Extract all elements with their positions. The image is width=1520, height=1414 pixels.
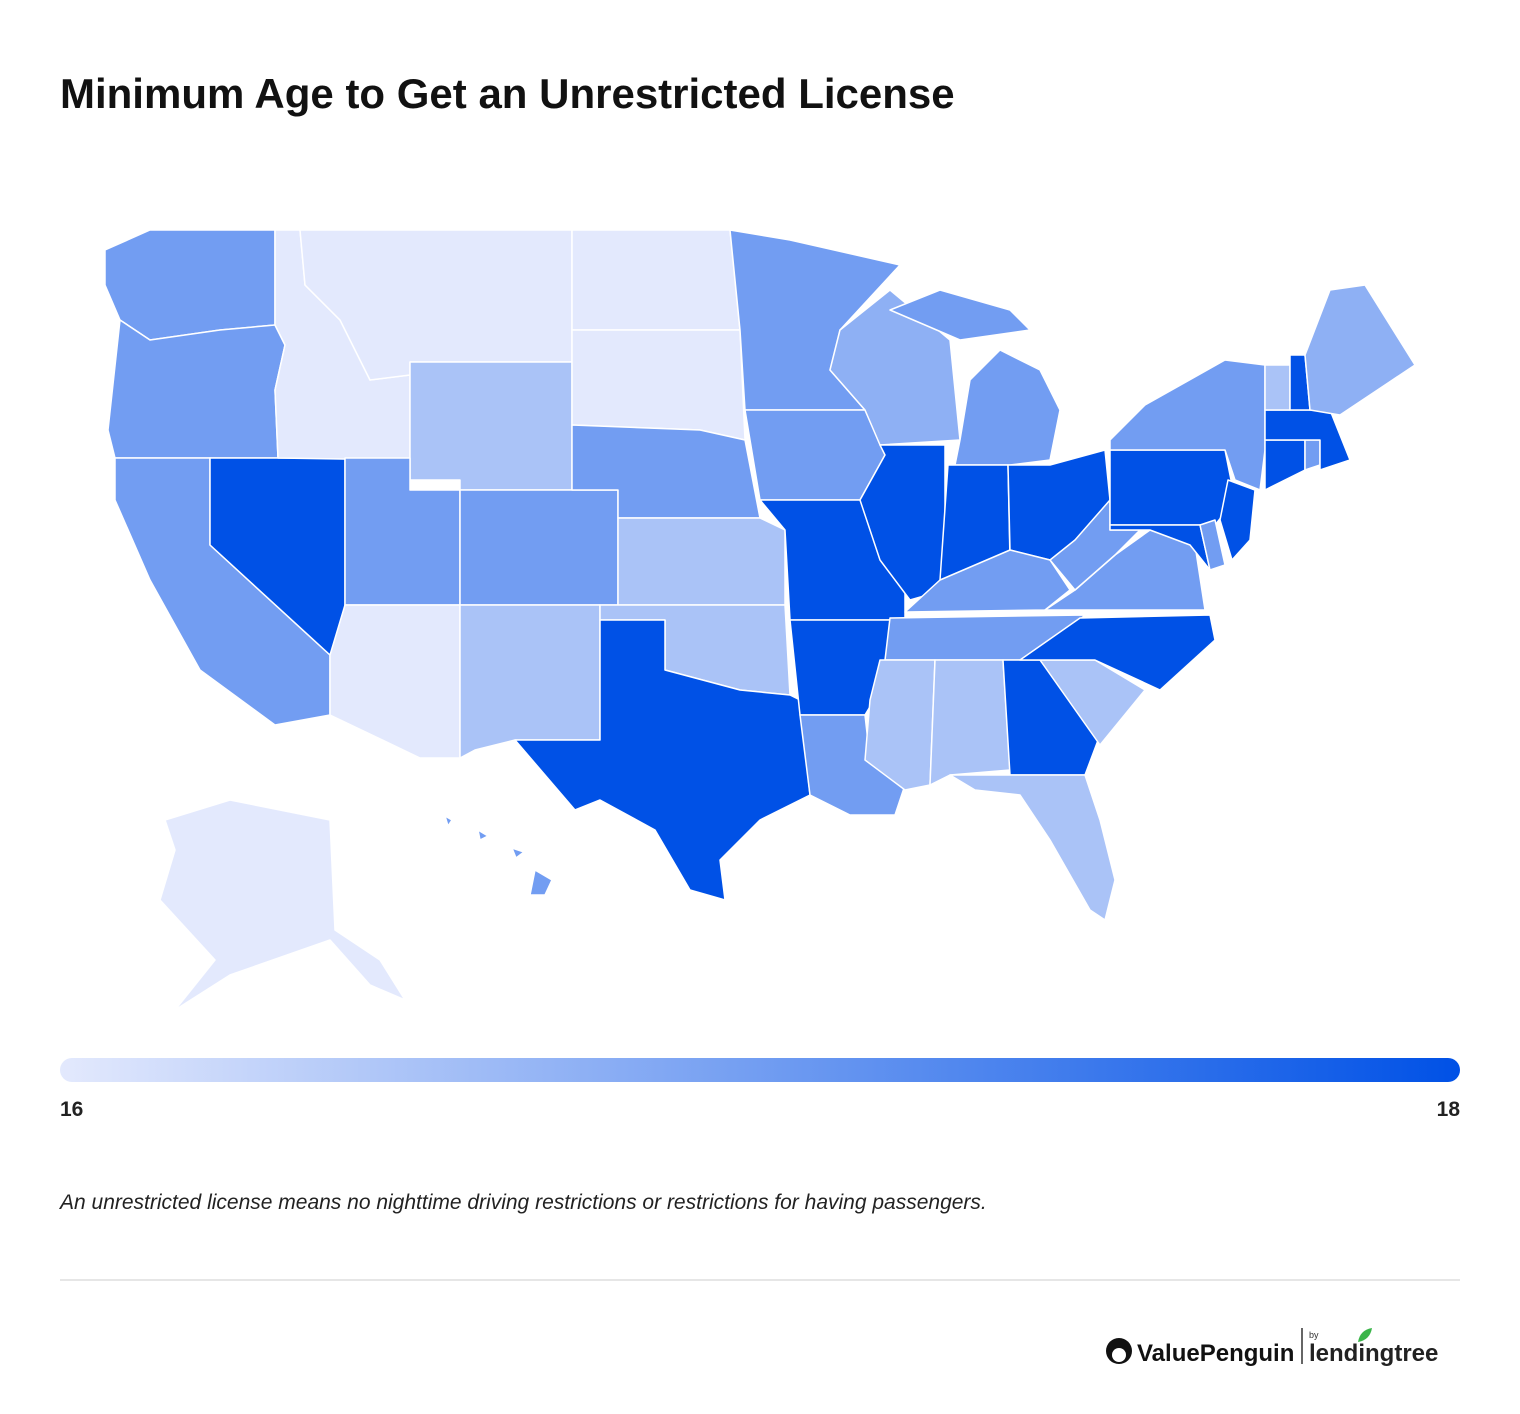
brand: ValuePenguin — [1137, 1340, 1294, 1367]
state — [459, 489, 619, 606]
note: An unrestricted license means no nightti… — [58, 1191, 987, 1214]
state — [859, 444, 946, 601]
legend-tick-label: 18 — [1437, 1098, 1461, 1121]
state — [799, 714, 906, 816]
state — [444, 815, 553, 896]
penguin-belly — [1112, 1348, 1126, 1362]
state — [104, 229, 276, 341]
state — [617, 517, 786, 606]
state — [1109, 449, 1236, 526]
state — [744, 409, 886, 501]
logo: ValuePenguin by lendingtree — [1106, 1328, 1438, 1367]
state — [409, 361, 573, 491]
state — [1109, 359, 1266, 491]
leaf-icon — [1358, 1328, 1372, 1342]
state — [1019, 614, 1216, 691]
state — [571, 229, 741, 331]
state — [1199, 519, 1226, 571]
state — [929, 659, 1011, 786]
state — [514, 619, 811, 901]
state — [107, 319, 286, 459]
state — [159, 799, 406, 1011]
state — [571, 329, 746, 441]
state — [829, 289, 961, 446]
legend: 16 18 — [60, 1098, 1460, 1121]
state — [1304, 284, 1416, 416]
by: by — [1309, 1330, 1319, 1340]
state — [1304, 439, 1321, 471]
state — [1264, 364, 1291, 411]
state — [329, 604, 461, 759]
map — [104, 229, 1416, 1011]
state — [949, 774, 1116, 921]
chart-title: Minimum Age to Get an Unrestricted Licen… — [60, 70, 955, 117]
partner: lendingtree — [1309, 1340, 1438, 1367]
state — [1264, 439, 1306, 491]
state — [459, 604, 601, 759]
legend-tick-label: 16 — [60, 1098, 83, 1121]
legend-bar — [60, 1058, 1460, 1082]
state — [1219, 479, 1256, 561]
